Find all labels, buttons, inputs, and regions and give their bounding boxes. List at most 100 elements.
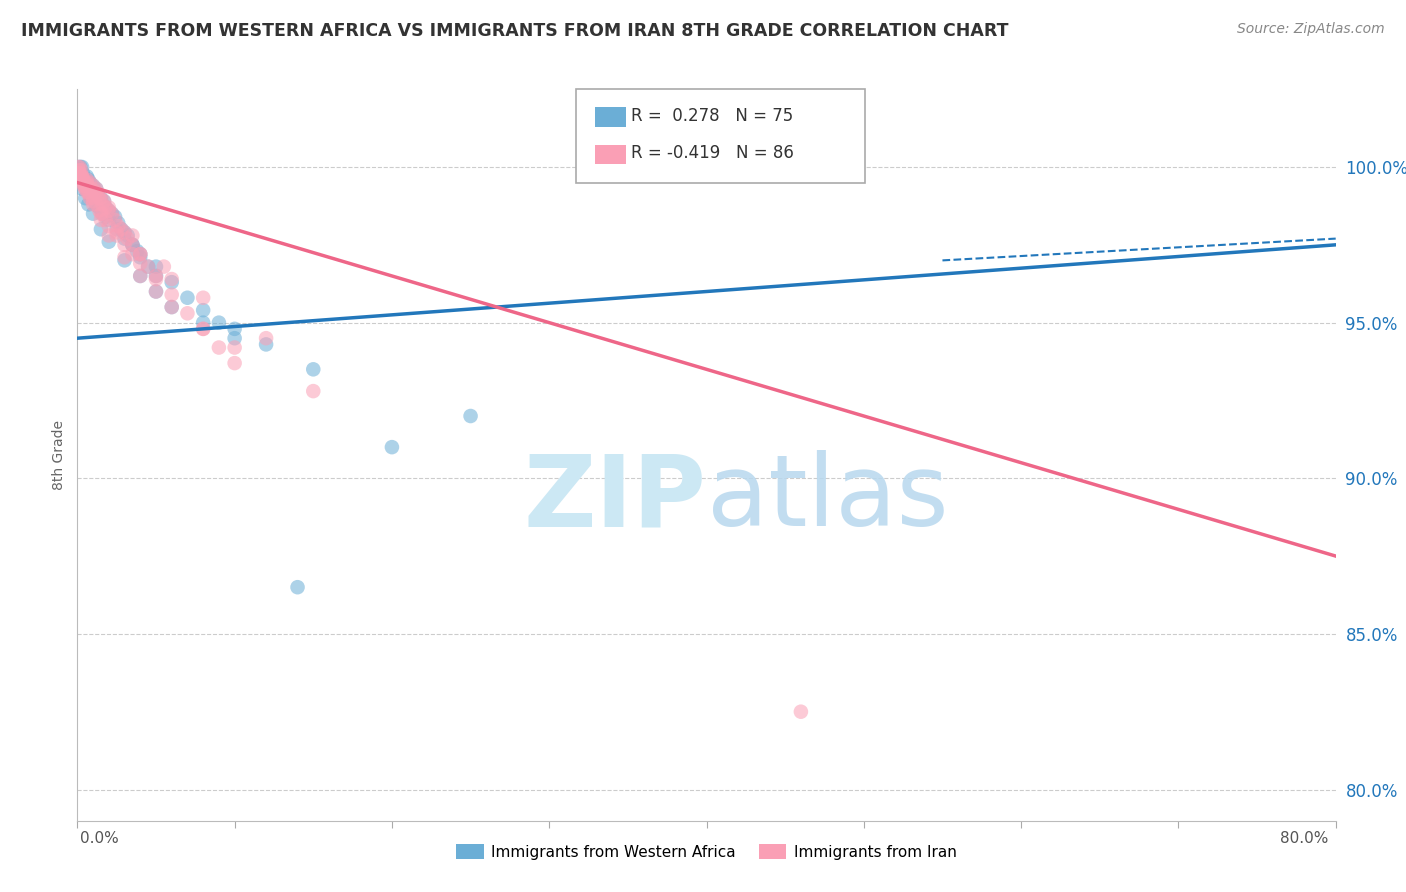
- Point: [72, 166, 94, 180]
- Point: [224, 322, 246, 336]
- Point: [145, 268, 167, 283]
- Point: [77, 197, 100, 211]
- Point: [105, 222, 128, 236]
- Point: [114, 253, 136, 268]
- Point: [176, 306, 198, 320]
- Text: Source: ZipAtlas.com: Source: ZipAtlas.com: [1237, 22, 1385, 37]
- Point: [145, 285, 167, 299]
- Point: [93, 194, 115, 209]
- Point: [191, 322, 215, 336]
- Point: [69, 166, 91, 180]
- Point: [97, 203, 120, 218]
- Point: [121, 247, 143, 261]
- Point: [72, 172, 94, 186]
- Point: [176, 291, 198, 305]
- Text: atlas: atlas: [707, 450, 948, 548]
- Point: [90, 191, 112, 205]
- Point: [72, 176, 94, 190]
- Point: [82, 191, 104, 205]
- Point: [129, 268, 152, 283]
- Point: [70, 163, 93, 178]
- Point: [80, 182, 103, 196]
- Point: [254, 331, 277, 345]
- Point: [72, 172, 94, 186]
- Point: [79, 191, 101, 205]
- Point: [76, 182, 98, 196]
- Point: [70, 169, 93, 184]
- Point: [790, 705, 813, 719]
- Point: [254, 337, 277, 351]
- Point: [77, 178, 100, 193]
- Point: [114, 250, 136, 264]
- Point: [76, 182, 98, 196]
- Text: R =  0.278   N = 75: R = 0.278 N = 75: [631, 107, 793, 125]
- Legend: Immigrants from Western Africa, Immigrants from Iran: Immigrants from Western Africa, Immigran…: [450, 838, 963, 865]
- Point: [302, 384, 325, 398]
- Point: [160, 300, 183, 314]
- Point: [208, 341, 231, 355]
- Point: [90, 222, 112, 236]
- Point: [97, 228, 120, 243]
- Point: [79, 188, 101, 202]
- Point: [114, 226, 136, 240]
- Point: [75, 176, 97, 190]
- Point: [79, 176, 101, 190]
- Point: [75, 191, 97, 205]
- Point: [91, 207, 114, 221]
- Point: [105, 226, 128, 240]
- Point: [287, 580, 309, 594]
- Point: [89, 191, 111, 205]
- Point: [117, 231, 139, 245]
- Point: [84, 182, 107, 196]
- Point: [69, 160, 91, 174]
- Point: [160, 300, 183, 314]
- Point: [160, 287, 183, 301]
- Point: [90, 207, 112, 221]
- Point: [67, 163, 90, 178]
- Point: [69, 176, 91, 190]
- Point: [145, 285, 167, 299]
- Point: [191, 303, 215, 318]
- Point: [191, 316, 215, 330]
- Point: [224, 331, 246, 345]
- Point: [110, 222, 132, 236]
- Point: [76, 176, 98, 190]
- Point: [89, 201, 111, 215]
- Point: [129, 250, 152, 264]
- Point: [87, 188, 110, 202]
- Point: [208, 316, 231, 330]
- Point: [75, 182, 97, 196]
- Point: [145, 260, 167, 274]
- Point: [104, 213, 127, 227]
- Point: [75, 178, 97, 193]
- Point: [70, 172, 93, 186]
- Point: [69, 172, 91, 186]
- Point: [94, 201, 117, 215]
- Point: [114, 237, 136, 252]
- Point: [70, 176, 93, 190]
- Point: [191, 291, 215, 305]
- Text: 0.0%: 0.0%: [80, 831, 120, 846]
- Point: [84, 197, 107, 211]
- Point: [76, 172, 98, 186]
- Text: R = -0.419   N = 86: R = -0.419 N = 86: [631, 145, 794, 162]
- Point: [83, 185, 105, 199]
- Point: [77, 172, 100, 186]
- Point: [136, 260, 159, 274]
- Point: [76, 169, 98, 184]
- Point: [90, 191, 112, 205]
- Point: [82, 178, 104, 193]
- Point: [70, 169, 93, 184]
- Point: [82, 207, 104, 221]
- Point: [67, 160, 90, 174]
- Point: [191, 322, 215, 336]
- Point: [77, 185, 100, 199]
- Point: [224, 356, 246, 370]
- Point: [67, 160, 90, 174]
- Point: [84, 185, 107, 199]
- Text: IMMIGRANTS FROM WESTERN AFRICA VS IMMIGRANTS FROM IRAN 8TH GRADE CORRELATION CHA: IMMIGRANTS FROM WESTERN AFRICA VS IMMIGR…: [21, 22, 1008, 40]
- Point: [75, 178, 97, 193]
- Point: [97, 219, 120, 234]
- Point: [69, 163, 91, 178]
- Point: [80, 182, 103, 196]
